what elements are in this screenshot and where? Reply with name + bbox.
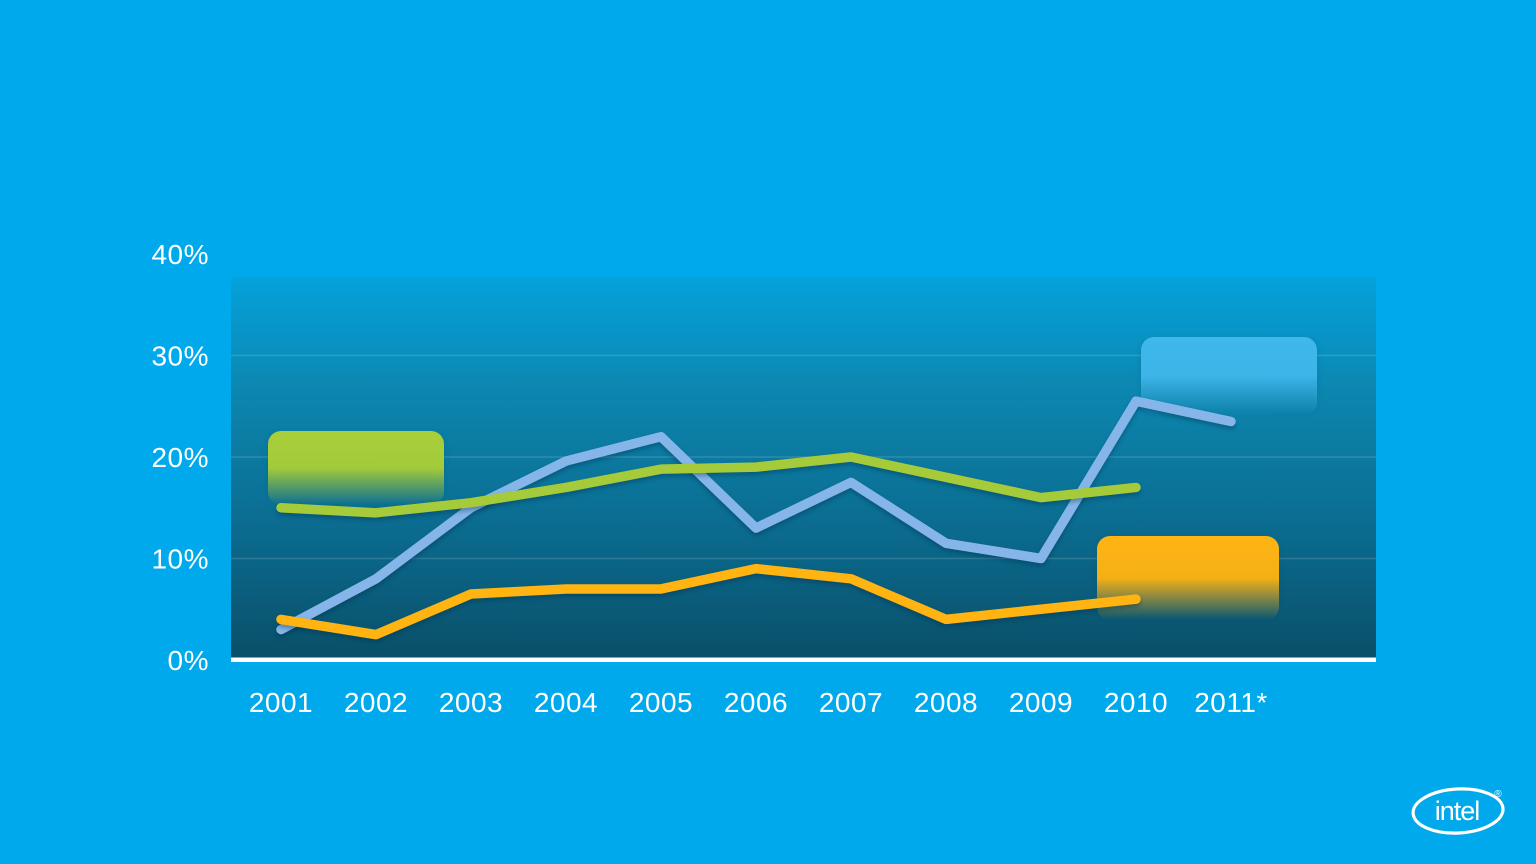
y-axis-label-40: 40% — [151, 239, 209, 270]
x-axis-label-2011: 2011* — [1194, 687, 1268, 718]
orange-series-line — [276, 563, 1141, 640]
x-axis-label-2009: 2009 — [1009, 687, 1073, 718]
orange-callout — [1097, 536, 1279, 620]
y-axis-label-30: 30% — [151, 341, 209, 372]
blue-callout — [1141, 337, 1317, 415]
blue-series-line — [276, 396, 1236, 635]
y-axis-label-0: 0% — [168, 645, 209, 676]
green-callout — [268, 431, 444, 505]
x-axis-label-2010: 2010 — [1104, 687, 1168, 718]
x-axis-label-2003: 2003 — [439, 687, 503, 718]
x-axis-label-2001: 2001 — [249, 687, 313, 718]
x-axis-label-2005: 2005 — [629, 687, 693, 718]
x-axis-label-2004: 2004 — [534, 687, 598, 718]
x-axis-baseline — [231, 657, 1376, 662]
y-axis-label-10: 10% — [151, 544, 209, 575]
x-axis-label-2007: 2007 — [819, 687, 883, 718]
x-axis-label-2008: 2008 — [914, 687, 978, 718]
intel-logo: intel ® — [1410, 782, 1506, 838]
green-series-line — [276, 452, 1141, 518]
registered-trademark-icon: ® — [1494, 789, 1502, 800]
x-axis-label-2002: 2002 — [344, 687, 408, 718]
y-axis-label-20: 20% — [151, 442, 209, 473]
intel-logo-text: intel — [1435, 796, 1480, 826]
intel-logo-swoosh — [1411, 787, 1505, 835]
x-axis-label-2006: 2006 — [724, 687, 788, 718]
